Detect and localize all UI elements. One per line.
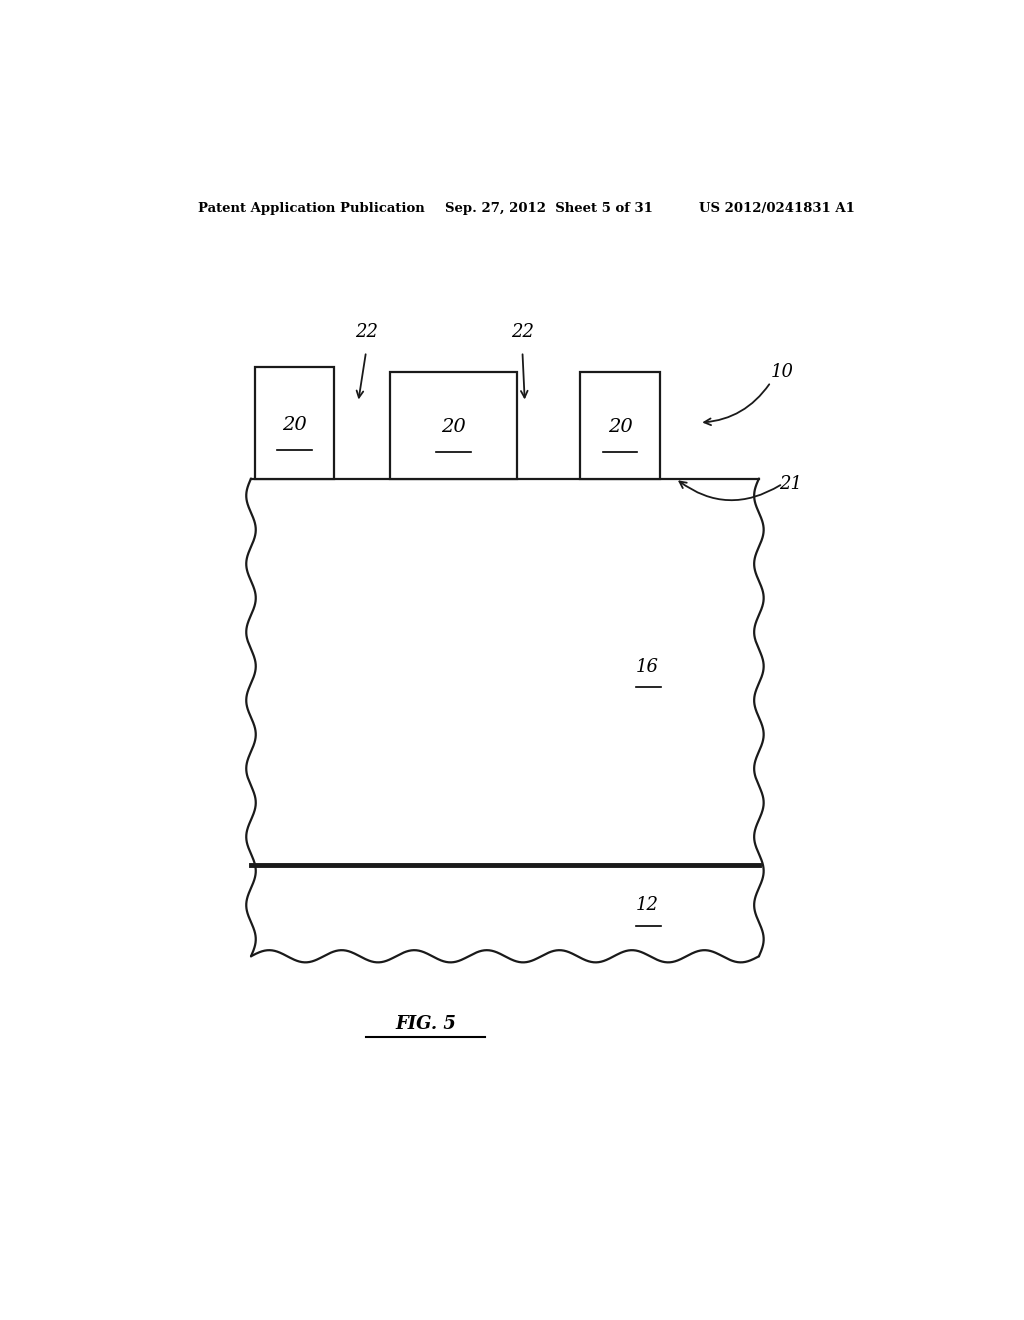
Text: 20: 20 <box>441 417 466 436</box>
Text: 21: 21 <box>778 475 802 492</box>
Text: 12: 12 <box>636 896 658 915</box>
Text: FIG. 5: FIG. 5 <box>395 1015 456 1034</box>
Text: 20: 20 <box>607 417 633 436</box>
Bar <box>255 367 334 479</box>
Text: Sep. 27, 2012  Sheet 5 of 31: Sep. 27, 2012 Sheet 5 of 31 <box>445 202 653 215</box>
Text: 22: 22 <box>511 323 534 342</box>
Text: 20: 20 <box>283 416 307 434</box>
Text: 16: 16 <box>636 657 658 676</box>
Text: 10: 10 <box>771 363 794 381</box>
Text: Patent Application Publication: Patent Application Publication <box>198 202 425 215</box>
Bar <box>390 372 517 479</box>
Text: 22: 22 <box>354 323 378 342</box>
Bar <box>581 372 659 479</box>
Text: US 2012/0241831 A1: US 2012/0241831 A1 <box>699 202 855 215</box>
